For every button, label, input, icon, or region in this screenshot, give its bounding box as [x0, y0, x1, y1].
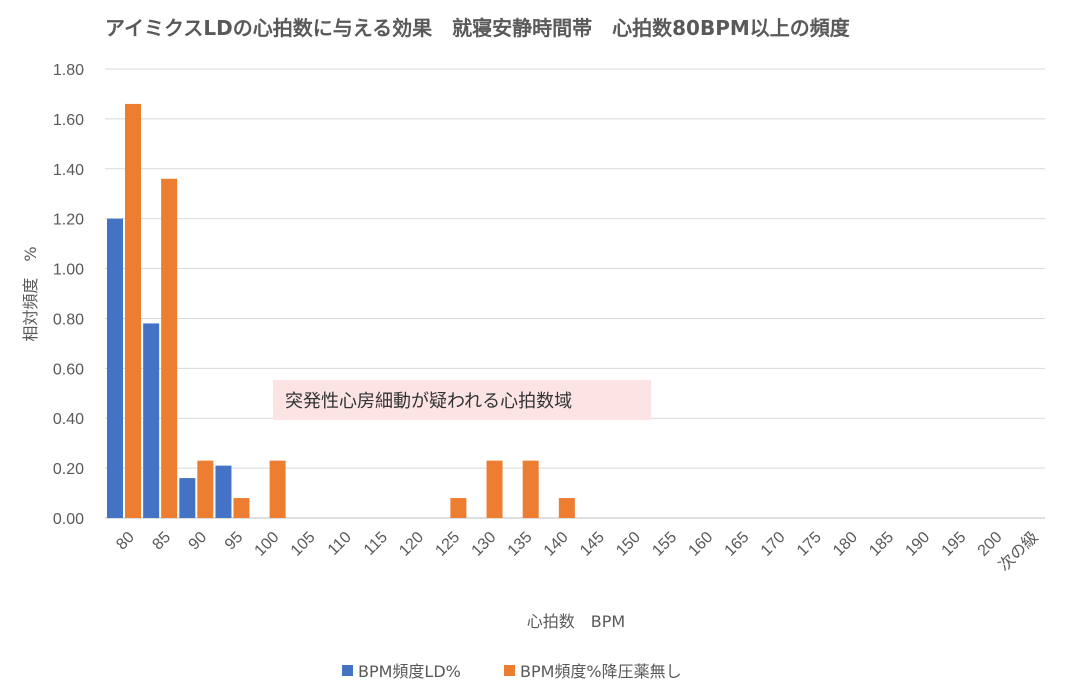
bar-series-1 [215, 465, 232, 518]
bar-series-2 [233, 498, 250, 518]
bars [107, 103, 575, 518]
bar-series-2 [125, 103, 141, 518]
y-tick-label: 1.00 [53, 262, 84, 279]
y-axis-ticks: 0.00 0.20 0.40 0.60 0.80 1.00 1.20 1.40 1.60 1.80 [53, 62, 84, 528]
y-tick-label: 0.80 [53, 311, 84, 328]
y-tick-label: 0.00 [53, 511, 84, 528]
y-tick-label: 0.60 [53, 361, 84, 378]
legend-swatch-no-drug [504, 665, 515, 676]
chart-title: アイミクスLDの心拍数に与える効果 就寝安静時間帯 心拍数80BPM以上の頻度 [105, 16, 851, 40]
bar-series-1 [179, 478, 196, 518]
legend: BPM頻度LD% BPM頻度%降圧薬無し [342, 662, 682, 681]
bar-series-1 [107, 218, 123, 518]
annotation-background [273, 380, 651, 420]
annotation-text: 突発性心房細動が疑われる心拍数域 [285, 391, 572, 412]
bar-series-2 [269, 460, 286, 518]
bar-series-2 [197, 460, 214, 518]
bar-series-2 [450, 498, 467, 518]
y-tick-label: 1.80 [53, 62, 84, 79]
legend-label-ld: BPM頻度LD% [358, 662, 461, 681]
bar-series-1 [143, 323, 160, 518]
bar-series-2 [558, 498, 575, 518]
y-tick-label: 0.40 [53, 411, 84, 428]
x-axis-label: 心拍数 BPM [527, 612, 625, 631]
y-tick-label: 1.60 [53, 112, 84, 129]
bar-series-2 [486, 460, 503, 518]
y-tick-label: 0.20 [53, 461, 84, 478]
legend-swatch-ld [342, 665, 353, 676]
bar-series-2 [161, 178, 178, 518]
y-tick-label: 1.20 [53, 212, 84, 229]
annotation-box: 突発性心房細動が疑われる心拍数域 [273, 380, 651, 420]
legend-label-no-drug: BPM頻度%降圧薬無し [520, 662, 682, 681]
bar-series-2 [522, 460, 539, 518]
y-tick-label: 1.40 [53, 162, 84, 179]
gridlines [105, 68, 1045, 519]
y-axis-label: 相対頻度 % [21, 246, 40, 341]
